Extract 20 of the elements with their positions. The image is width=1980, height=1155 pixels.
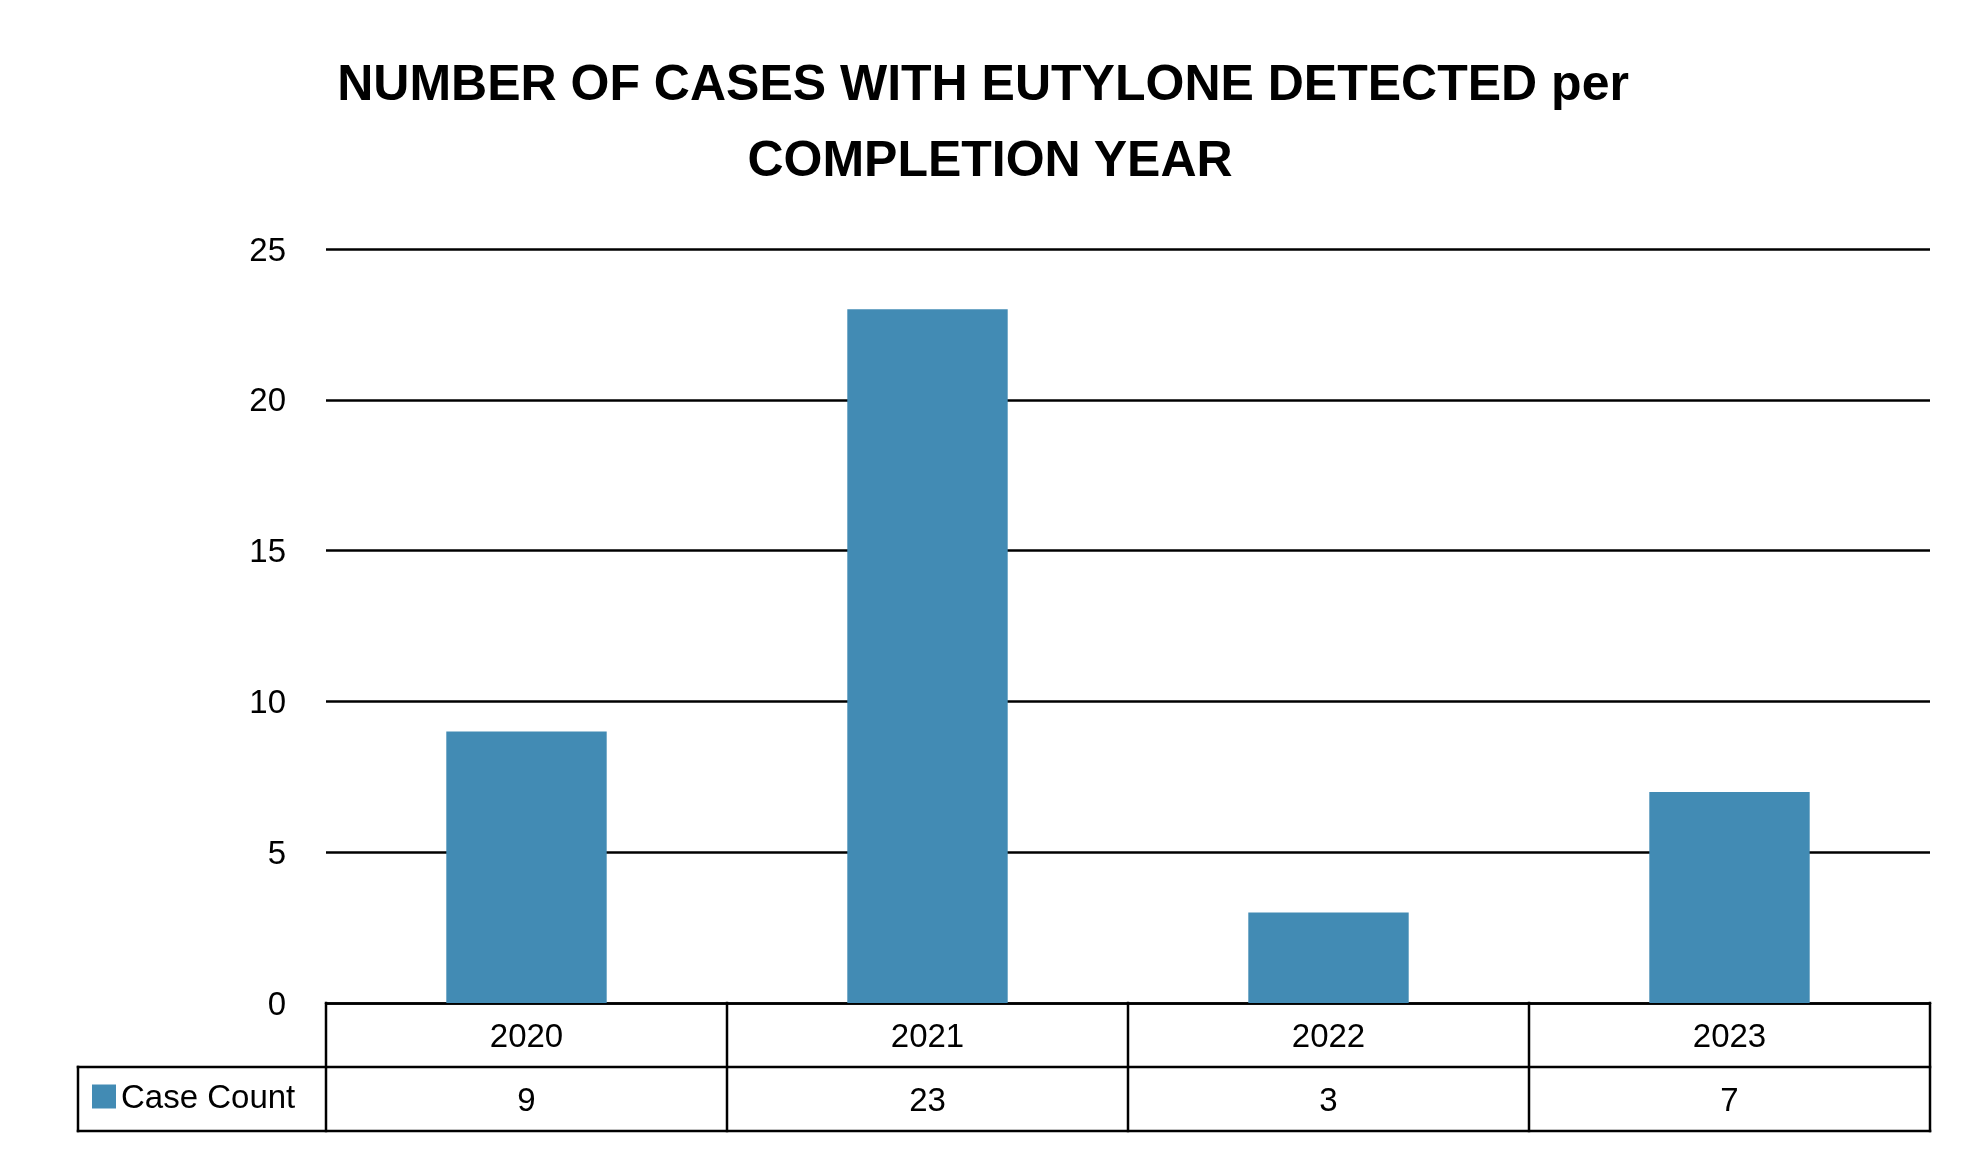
y-tick-label: 0 bbox=[267, 984, 286, 1022]
bar bbox=[847, 309, 1008, 1003]
x-tick-label: 2023 bbox=[1692, 1017, 1767, 1054]
bar bbox=[446, 731, 607, 1003]
data-label: 9 bbox=[517, 1080, 536, 1118]
y-tick-label: 15 bbox=[249, 532, 286, 570]
y-tick-label: 10 bbox=[249, 682, 286, 720]
legend-label: Case Count bbox=[121, 1078, 296, 1115]
data-label: 3 bbox=[1319, 1080, 1338, 1118]
y-tick-label: 20 bbox=[249, 381, 286, 419]
chart-title: NUMBER OF CASES WITH EUTYLONE DETECTED per COMPLETION YEAR bbox=[337, 55, 1643, 187]
y-tick-label: 5 bbox=[267, 833, 286, 871]
bar bbox=[1649, 791, 1810, 1003]
x-tick-label: 2022 bbox=[1291, 1017, 1366, 1054]
data-label: 23 bbox=[909, 1080, 946, 1118]
x-tick-label: 2021 bbox=[890, 1017, 965, 1054]
y-tick-label: 25 bbox=[249, 230, 286, 268]
x-tick-label: 2020 bbox=[489, 1017, 564, 1054]
data-label: 7 bbox=[1720, 1080, 1739, 1118]
bar bbox=[1248, 912, 1409, 1003]
